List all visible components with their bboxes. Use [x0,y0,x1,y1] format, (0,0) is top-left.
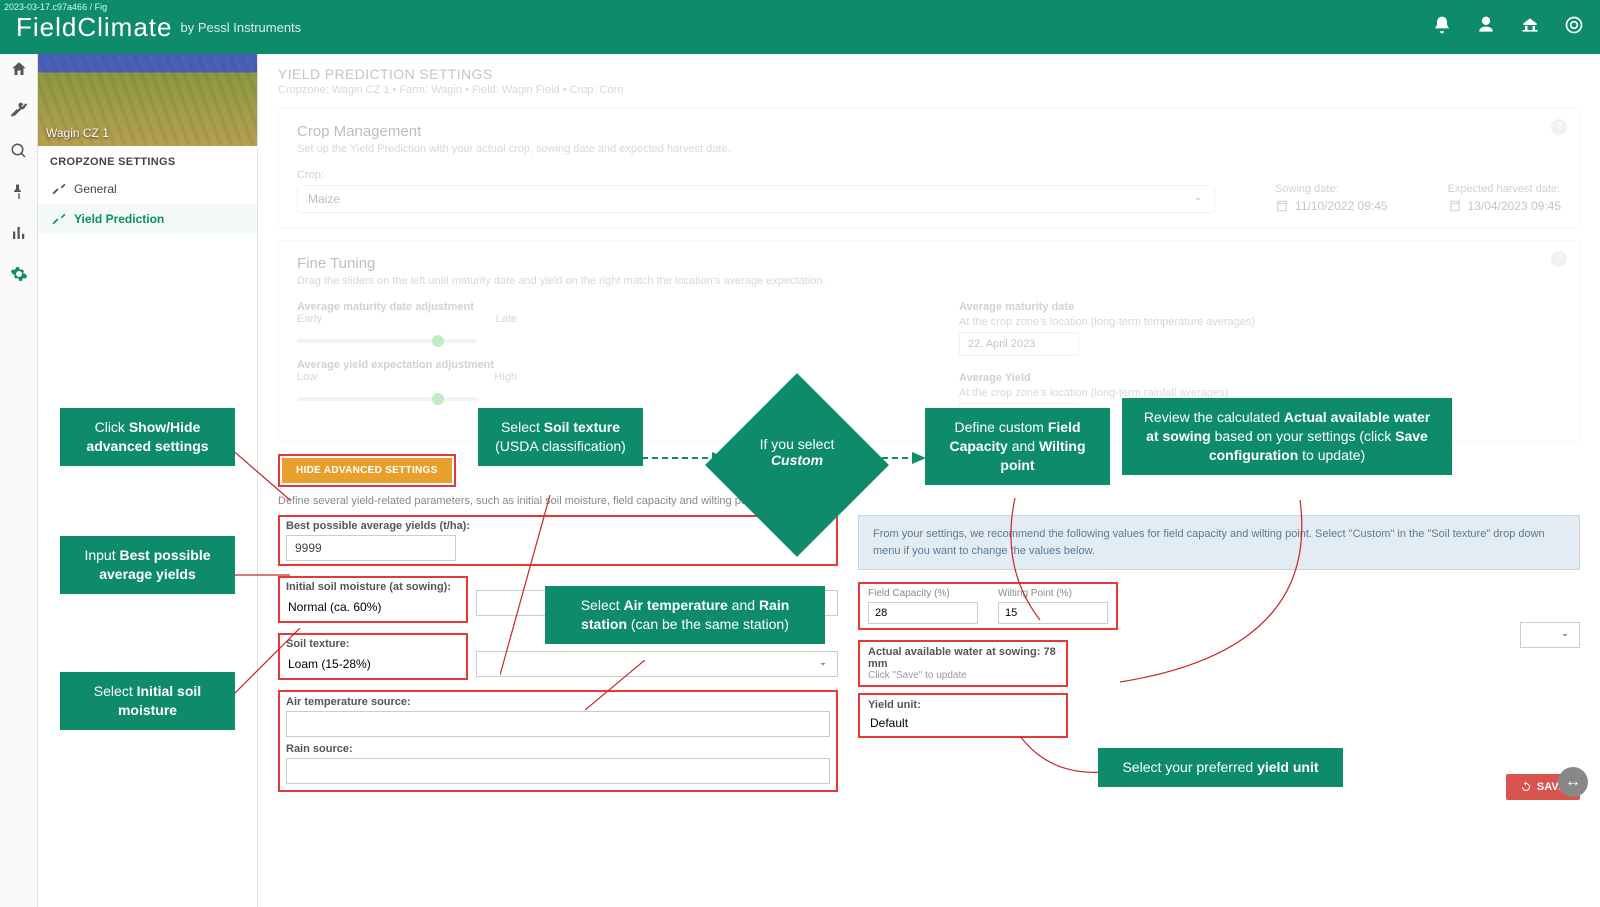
ay-label: Average Yield [959,372,1561,384]
callout-soil-texture: Select Soil texture (USDA classification… [478,408,643,466]
sidebar-title: CROPZONE SETTINGS [38,146,257,174]
sidebar-item-label: General [74,182,117,196]
yield-slider[interactable] [297,397,477,401]
harvest-label: Expected harvest date: [1448,183,1561,195]
crop-select[interactable]: Maize [297,185,1215,213]
amd-value: 22. April 2023 [959,332,1079,356]
yield-adj-label: Average yield expectation adjustment [297,359,899,371]
advanced-desc: Define several yield-related parameters,… [278,495,1580,507]
cropzone-image[interactable]: Wagin CZ 1 [38,54,257,146]
zoom-icon[interactable] [10,142,28,165]
cropzone-name: Wagin CZ 1 [46,126,109,140]
sidebar-item-general[interactable]: General [38,174,257,204]
rain-input[interactable] [286,758,830,784]
rain-label: Rain source: [286,743,830,755]
ism-value: Normal (ca. 60%) [286,596,460,618]
farm-icon[interactable] [1520,15,1540,40]
card-title: Crop Management [297,123,1561,140]
callout-fc-wp: Define custom Field Capacity and Wilting… [925,408,1110,485]
floating-help-icon[interactable]: ↔ [1558,767,1588,797]
st-value: Loam (15-28%) [286,653,460,675]
ism-label: Initial soil moisture (at sowing): [286,581,460,593]
callout-bpy: Input Best possible average yields [60,536,235,594]
harvest-date[interactable]: 13/04/2023 09:45 [1448,199,1561,213]
info-box: From your settings, we recommend the fol… [858,515,1580,570]
tools-icon[interactable] [10,101,28,124]
sidebar-item-yield[interactable]: Yield Prediction [38,204,257,234]
refresh-icon [1520,781,1532,793]
yu-label: Yield unit: [868,699,1058,711]
yu-value: Default [868,714,1058,732]
air-input[interactable] [286,711,830,737]
wp-input[interactable] [998,602,1108,624]
calendar-icon [1275,199,1289,213]
callout-aaw: Review the calculated Actual available w… [1122,398,1452,475]
callout-if-custom: If you select Custom [732,436,862,468]
help-icon[interactable]: ? [1551,251,1567,267]
crop-label: Crop: [297,169,1215,181]
bpy-input[interactable] [286,535,456,561]
chevron-down-icon [817,658,829,670]
air-label: Air temperature source: [286,696,830,708]
calendar-icon [1448,199,1462,213]
help-icon[interactable]: ? [1551,119,1567,135]
card-subtitle: Set up the Yield Prediction with your ac… [297,143,1561,155]
maturity-slider[interactable] [297,339,477,343]
sowing-label: Sowing date: [1275,183,1388,195]
left-rail [0,54,38,907]
logo: FieldClimate [16,12,173,43]
settings-icon[interactable] [10,265,28,288]
breadcrumb: Cropzone: Wagin CZ 1 • Farm: Wagin • Fie… [278,84,1580,96]
sowing-date[interactable]: 11/10/2022 09:45 [1275,199,1388,213]
home-icon[interactable] [10,60,28,83]
st-select[interactable] [476,651,838,677]
pin-icon[interactable] [10,183,28,206]
user-icon[interactable] [1476,15,1496,40]
hide-advanced-button[interactable]: HIDE ADVANCED SETTINGS [282,458,452,483]
sidebar: Wagin CZ 1 CROPZONE SETTINGS General Yie… [38,54,258,907]
callout-air-rain: Select Air temperature and Rain station … [545,586,825,644]
card-subtitle: Drag the sliders on the left until matur… [297,275,1561,287]
yu-select[interactable] [1520,622,1580,648]
card-title: Fine Tuning [297,255,1561,272]
target-icon[interactable] [1564,15,1584,40]
version-tag: 2023-03-17.c97a466 / Fig [4,2,107,12]
callout-yield-unit: Select your preferred yield unit [1098,748,1343,787]
byline: by Pessl Instruments [181,20,302,35]
fc-label: Field Capacity (%) [868,588,978,599]
aaw-sub: Click "Save" to update [868,670,1058,681]
callout-show-hide: Click Show/Hide advanced settings [60,408,235,466]
amd-label: Average maturity date [959,301,1561,313]
topbar: FieldClimate by Pessl Instruments [0,0,1600,54]
advanced-settings: HIDE ADVANCED SETTINGS Define several yi… [278,454,1580,792]
st-label: Soil texture: [286,638,460,650]
wp-label: Wilting Point (%) [998,588,1108,599]
bpy-label: Best possible average yields (t/ha): [286,520,830,532]
crop-management-card: ? Crop Management Set up the Yield Predi… [278,108,1580,228]
callout-ism: Select Initial soil moisture [60,672,235,730]
sidebar-item-label: Yield Prediction [74,212,164,226]
chevron-down-icon [1192,193,1204,205]
page-title: YIELD PREDICTION SETTINGS [278,66,1580,82]
fc-input[interactable] [868,602,978,624]
bell-icon[interactable] [1432,15,1452,40]
chart-icon[interactable] [10,224,28,247]
aaw-label: Actual available water at sowing: 78 mm [868,646,1058,670]
maturity-adj-label: Average maturity date adjustment [297,301,899,313]
